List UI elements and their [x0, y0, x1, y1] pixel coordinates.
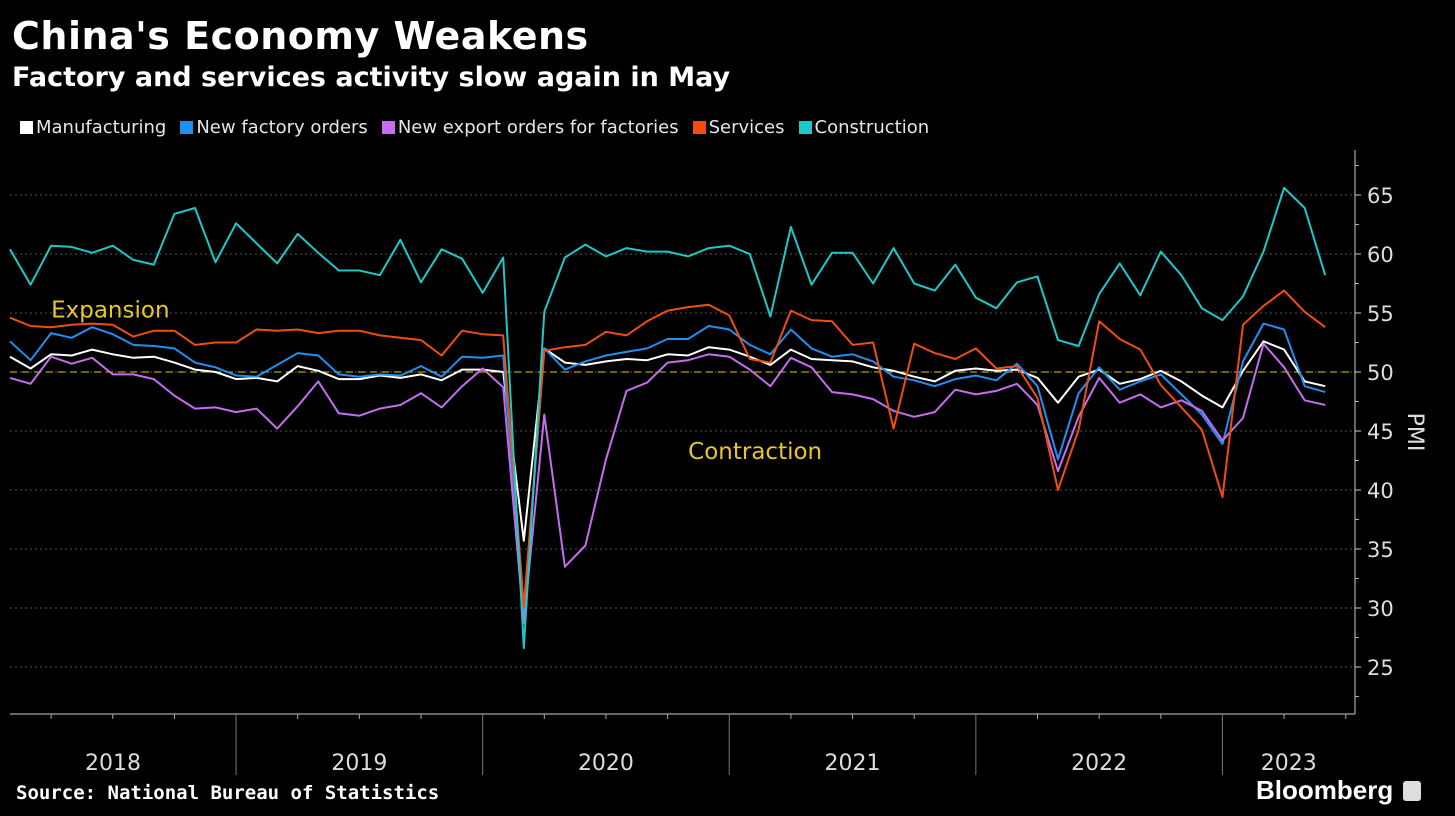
legend-swatch: [798, 121, 812, 134]
legend: Manufacturing New factory orders New expor…: [20, 117, 929, 138]
legend-item: Services: [692, 117, 785, 138]
series-line-construction: [9, 186, 1327, 650]
series-line-new-export-orders-for-factories: [9, 342, 1326, 625]
legend-label: Construction: [814, 117, 930, 138]
legend-item: New factory orders: [180, 117, 368, 138]
y-tick-label: 25: [1367, 656, 1394, 680]
y-axis-label: PMI: [1402, 413, 1427, 452]
y-tick-label: 55: [1367, 302, 1394, 326]
y-tick-label: 60: [1367, 243, 1394, 267]
y-tick-label: 50: [1367, 361, 1394, 385]
year-label: 2018: [85, 751, 141, 776]
chart-subtitle: Factory and services activity slow again…: [12, 62, 731, 93]
brand-text: Bloomberg: [1256, 775, 1394, 805]
year-label: 2021: [825, 751, 881, 776]
y-tick-label: 35: [1367, 538, 1394, 562]
legend-swatch: [381, 121, 395, 134]
year-label: 2019: [331, 751, 387, 776]
series-line-services: [9, 289, 1326, 608]
legend-item: Manufacturing: [20, 117, 166, 138]
y-tick-label: 45: [1367, 420, 1394, 444]
source-note: Source: National Bureau of Statistics: [16, 782, 440, 804]
legend-item: Construction: [798, 117, 930, 138]
legend-item: New export orders for factories: [381, 117, 679, 138]
legend-swatch: [20, 121, 33, 134]
chart-title: China's Economy Weakens: [12, 14, 589, 58]
annotation: Expansion: [51, 297, 169, 323]
series-line-new-factory-orders: [9, 322, 1326, 618]
legend-label: New factory orders: [196, 117, 368, 138]
legend-label: Services: [708, 117, 785, 138]
series-line-manufacturing: [9, 340, 1326, 542]
bloomberg-logo: Bloomberg: [1256, 775, 1422, 806]
legend-swatch: [692, 121, 706, 134]
legend-swatch: [180, 121, 194, 134]
y-tick-label: 65: [1367, 184, 1394, 208]
bar-chart-icon: [1403, 780, 1422, 801]
legend-label: Manufacturing: [36, 117, 167, 138]
y-tick-label: 40: [1367, 479, 1394, 503]
annotation: Contraction: [688, 439, 822, 465]
legend-label: New export orders for factories: [397, 117, 679, 138]
year-label: 2020: [578, 751, 634, 776]
year-label: 2022: [1071, 751, 1127, 776]
year-label: 2023: [1261, 751, 1317, 776]
y-tick-label: 30: [1367, 597, 1394, 621]
